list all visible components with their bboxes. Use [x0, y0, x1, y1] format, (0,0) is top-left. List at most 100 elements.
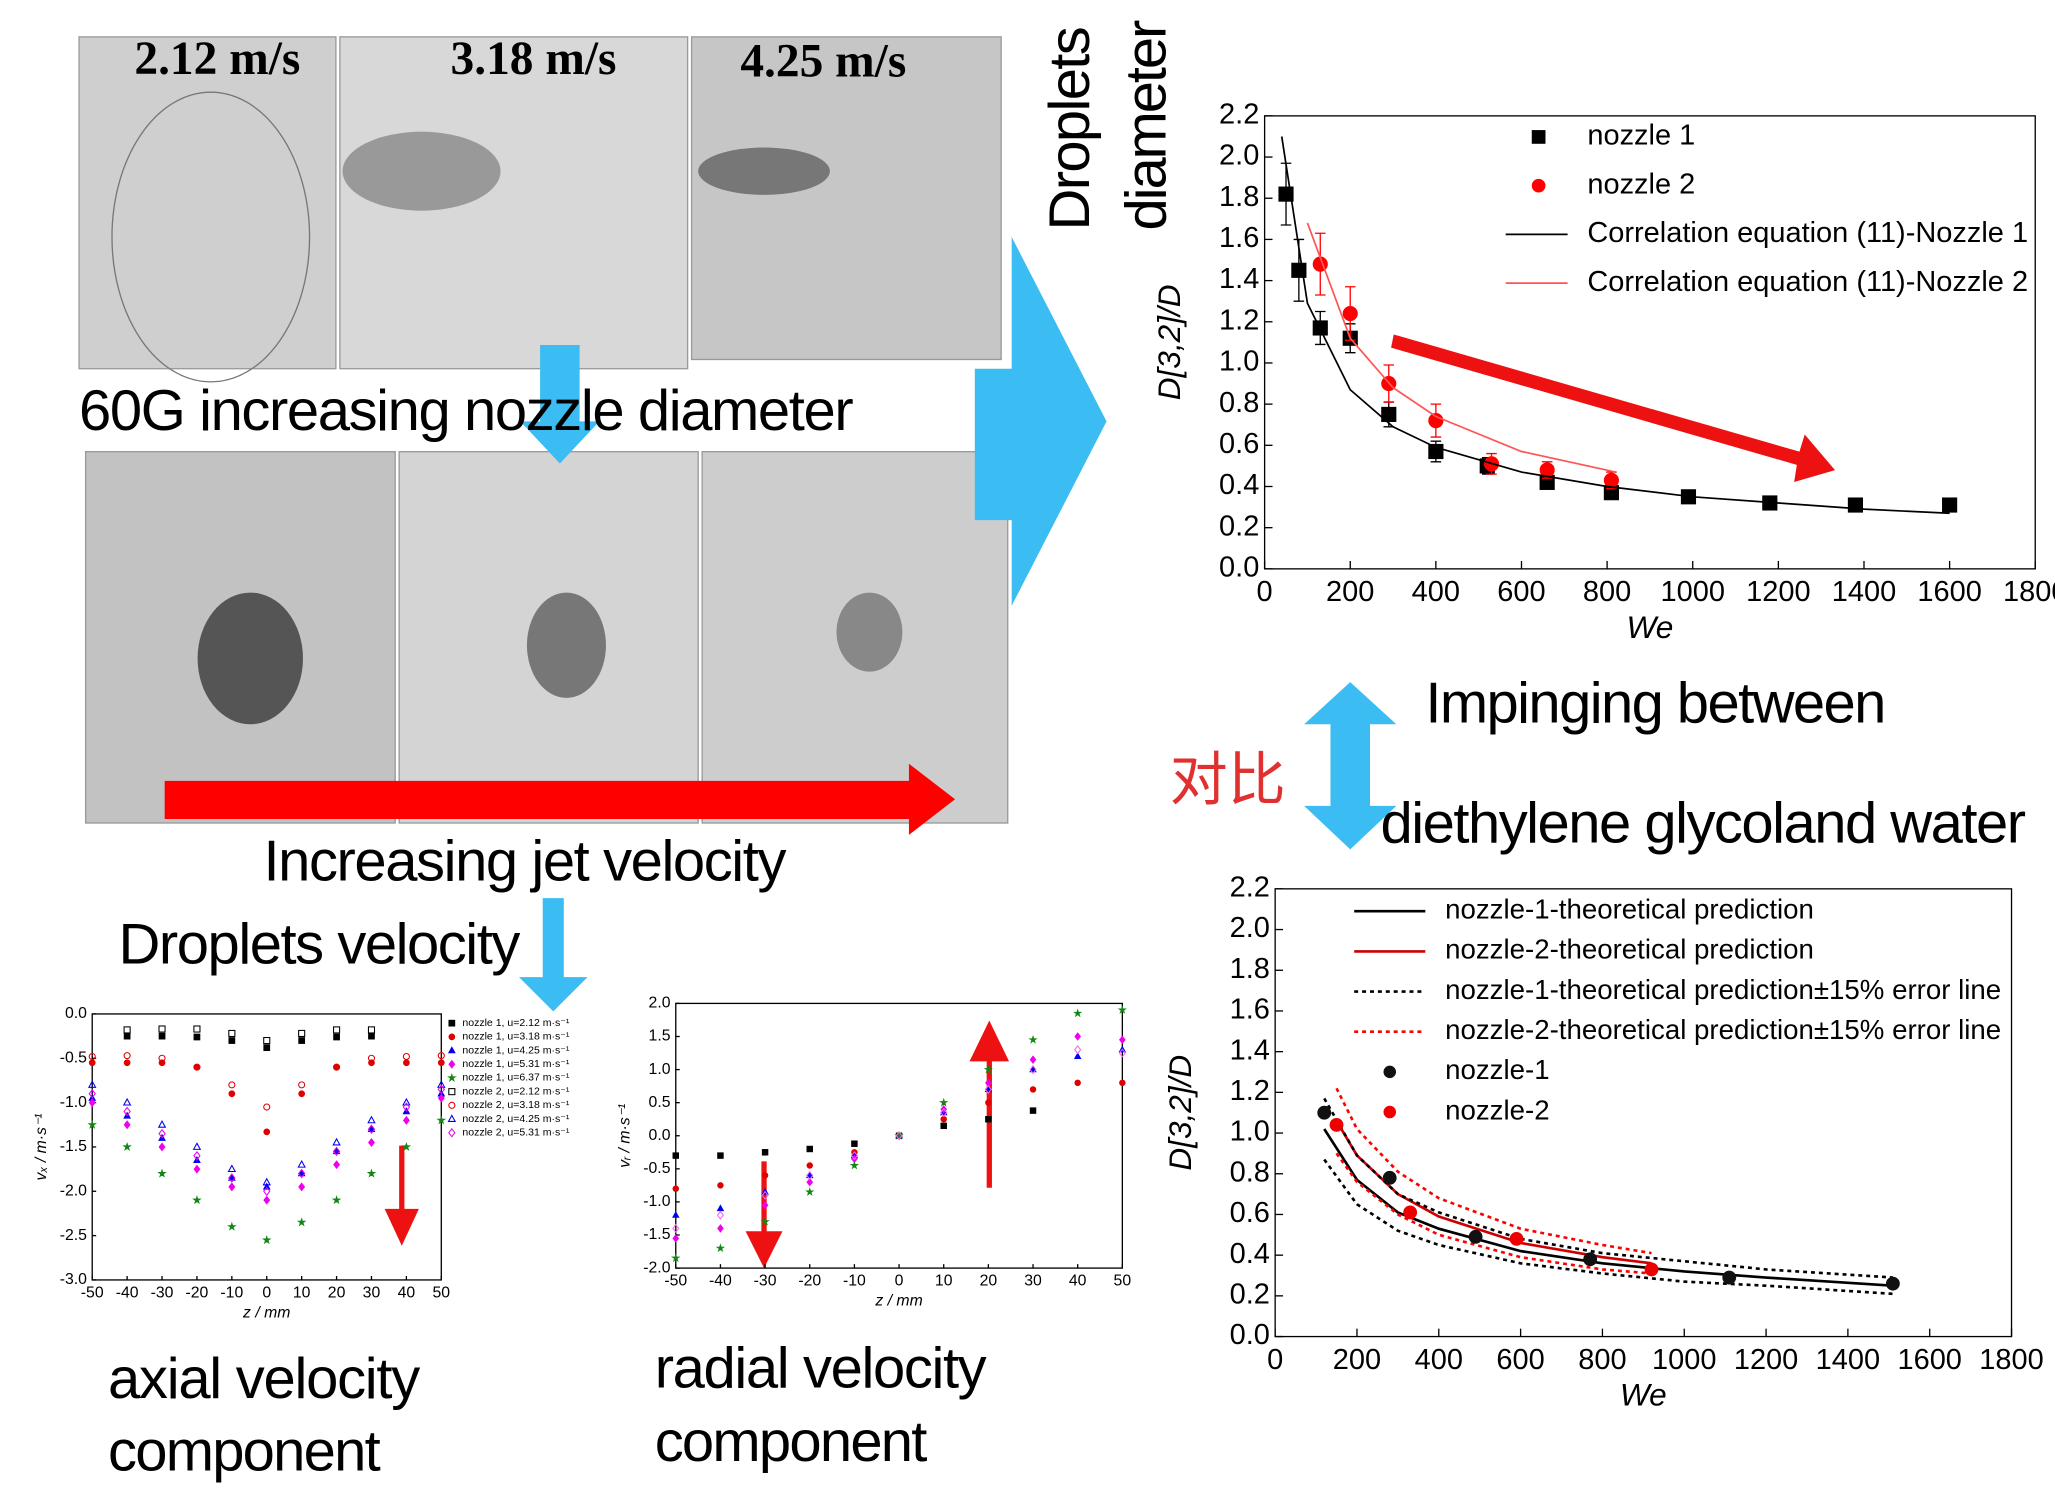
y-tick-label: 0.8	[1230, 1156, 1270, 1188]
marker	[1073, 1052, 1082, 1059]
marker	[437, 1080, 446, 1088]
y-tick-label: 0.4	[1230, 1238, 1270, 1270]
y-tick-label: 0.6	[1219, 428, 1259, 460]
chart: 0 200 400 600 800 1000 1200 1400 1600 1800 0.0 0.2 0…	[1162, 872, 2044, 1413]
caption: diethylene glycoland water	[1381, 791, 2026, 855]
marker	[672, 1234, 680, 1243]
marker	[1942, 497, 1958, 513]
x-tick-label: 1800	[2003, 576, 2055, 608]
marker	[1382, 1170, 1397, 1185]
marker	[1074, 1032, 1082, 1041]
marker	[157, 1168, 167, 1178]
legend-label: nozzle 1, u=2.12 m·s⁻¹	[462, 1017, 569, 1029]
marker	[263, 1103, 271, 1111]
y-tick-label: 1.6	[1230, 994, 1270, 1026]
marker	[1317, 1105, 1332, 1120]
photo	[78, 36, 337, 370]
marker	[403, 1059, 410, 1067]
photos	[78, 36, 1009, 824]
y-tick-label: 0.4	[1219, 469, 1259, 501]
series-line	[1335, 1087, 1652, 1255]
marker	[367, 1054, 376, 1062]
marker	[88, 1098, 96, 1108]
x-tick-label: 20	[328, 1285, 346, 1302]
marker	[1118, 1048, 1126, 1058]
marker	[333, 1033, 340, 1041]
caption: axial velocity	[108, 1347, 420, 1411]
marker	[193, 1151, 201, 1161]
marker	[227, 1164, 237, 1173]
y-tick-label: -2.0	[643, 1259, 670, 1276]
spray	[111, 91, 311, 383]
x-tick-label: 50	[433, 1285, 451, 1302]
spray	[342, 131, 501, 211]
x-tick-label: 800	[1578, 1344, 1626, 1376]
marker	[297, 1159, 306, 1168]
x-tick-label: -40	[116, 1285, 139, 1302]
x-tick-label: 600	[1496, 1344, 1544, 1376]
marker	[1403, 1205, 1418, 1220]
y-tick-label: 1.0	[1219, 346, 1259, 378]
marker	[760, 1216, 770, 1226]
arrow	[384, 1145, 419, 1246]
marker	[367, 1124, 376, 1135]
marker	[715, 1243, 726, 1253]
marker	[717, 1224, 724, 1233]
marker	[228, 1182, 236, 1192]
marker	[367, 1115, 376, 1124]
marker	[448, 1088, 456, 1096]
caption: 对比	[1170, 746, 1286, 814]
legend-label: nozzle 2, u=3.18 m·s⁻¹	[462, 1099, 569, 1111]
x-tick-label: 20	[980, 1273, 998, 1290]
y-tick-label: 1.2	[1230, 1075, 1270, 1107]
marker	[402, 1115, 410, 1125]
spray	[526, 592, 606, 698]
legend-label: nozzle 2, u=2.12 m·s⁻¹	[462, 1085, 569, 1097]
plot-frame	[1274, 888, 2013, 1338]
marker	[402, 1097, 411, 1106]
marker	[1074, 1079, 1081, 1087]
legend-label: nozzle-2-theoretical prediction±15% erro…	[1445, 1014, 2001, 1045]
y-tick-label: 1.5	[649, 1028, 671, 1045]
marker	[1342, 305, 1358, 322]
x-tick-label: -50	[664, 1273, 687, 1290]
y-tick-label: 1.0	[649, 1061, 671, 1078]
marker	[402, 1102, 411, 1112]
caption: Droplets velocity	[119, 912, 521, 976]
marker	[193, 1025, 201, 1033]
marker	[298, 1029, 306, 1038]
marker	[984, 1084, 992, 1095]
marker	[228, 1029, 236, 1038]
marker	[806, 1145, 813, 1153]
marker	[849, 1160, 859, 1170]
legend-label: nozzle 1	[1587, 120, 1695, 152]
y-tick-label: 2.0	[1219, 140, 1259, 172]
marker	[262, 1182, 271, 1190]
marker	[436, 1115, 447, 1125]
speed-label: 3.18 m/s	[451, 33, 617, 85]
marker	[228, 1173, 236, 1183]
marker	[193, 1164, 201, 1174]
marker	[262, 1235, 272, 1245]
marker	[671, 1253, 681, 1263]
x-tick-label: 30	[1024, 1273, 1042, 1290]
marker	[1428, 443, 1444, 460]
marker	[717, 1152, 724, 1159]
caption: component	[108, 1419, 381, 1483]
marker	[983, 1064, 993, 1074]
speed-label: 4.25 m/s	[740, 36, 906, 88]
y-tick-label: 1.4	[1219, 263, 1259, 295]
marker	[333, 1160, 341, 1170]
series-line	[1306, 222, 1616, 473]
marker	[985, 1099, 992, 1106]
marker	[1531, 130, 1546, 144]
x-tick-label: 1000	[1661, 576, 1725, 608]
y-tick-label: 0.6	[1230, 1197, 1270, 1229]
x-tick-label: 1400	[1816, 1344, 1880, 1376]
marker	[297, 1168, 306, 1179]
marker	[448, 1019, 456, 1027]
x-axis-label: We	[1627, 609, 1674, 645]
marker	[940, 1107, 948, 1118]
marker	[894, 1130, 904, 1140]
x-tick-label: 1400	[1832, 576, 1896, 608]
